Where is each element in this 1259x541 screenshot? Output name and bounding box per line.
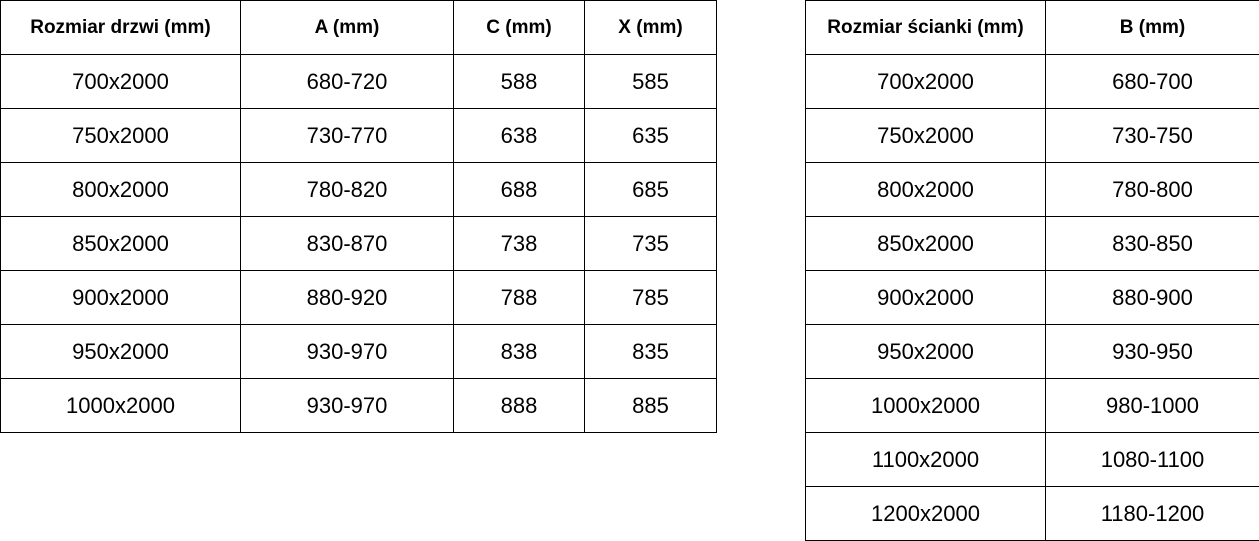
table-cell: 850x2000 [805, 216, 1046, 271]
table-cell: 750x2000 [0, 108, 241, 163]
table-cell: 780-800 [1045, 162, 1259, 217]
table-cell: 880-900 [1045, 270, 1259, 325]
table-row: 1000x2000 980-1000 [805, 378, 1259, 433]
wall-size-table: Rozmiar ścianki (mm) B (mm) 700x2000 680-70… [805, 0, 1259, 541]
door-size-table: Rozmiar drzwi (mm) A (mm) C (mm) X (mm) 700x… [0, 0, 717, 433]
table-cell: 888 [453, 378, 585, 433]
table-cell: 1100x2000 [805, 432, 1046, 487]
table-cell: 730-770 [240, 108, 454, 163]
table-row: 800x2000 780-820 688 685 [0, 162, 717, 217]
table-cell: 930-950 [1045, 324, 1259, 379]
table-row: 750x2000 730-750 [805, 108, 1259, 163]
table-cell: 950x2000 [0, 324, 241, 379]
table-cell: 638 [453, 108, 585, 163]
table-row: 950x2000 930-950 [805, 324, 1259, 379]
header-row: Rozmiar ścianki (mm) B (mm) [805, 0, 1259, 55]
table-cell: 780-820 [240, 162, 454, 217]
table-cell: 1000x2000 [0, 378, 241, 433]
table-cell: 635 [584, 108, 717, 163]
table-cell: 588 [453, 54, 585, 109]
table-cell: 880-920 [240, 270, 454, 325]
table-cell: 800x2000 [0, 162, 241, 217]
table-row: 1100x2000 1080-1100 [805, 432, 1259, 487]
table-row: 700x2000 680-700 [805, 54, 1259, 109]
table-cell: 850x2000 [0, 216, 241, 271]
table-cell: 685 [584, 162, 717, 217]
table-cell: 835 [584, 324, 717, 379]
column-header: Rozmiar ścianki (mm) [805, 0, 1046, 55]
table-cell: 1080-1100 [1045, 432, 1259, 487]
column-header: Rozmiar drzwi (mm) [0, 0, 241, 55]
table-row: 900x2000 880-920 788 785 [0, 270, 717, 325]
column-header: X (mm) [584, 0, 717, 55]
table-cell: 700x2000 [805, 54, 1046, 109]
table-cell: 738 [453, 216, 585, 271]
table-cell: 930-970 [240, 378, 454, 433]
column-header: C (mm) [453, 0, 585, 55]
table-cell: 680-720 [240, 54, 454, 109]
table-cell: 900x2000 [805, 270, 1046, 325]
table-row: 1200x2000 1180-1200 [805, 486, 1259, 541]
table-cell: 950x2000 [805, 324, 1046, 379]
table-row: 950x2000 930-970 838 835 [0, 324, 717, 379]
table-row: 850x2000 830-850 [805, 216, 1259, 271]
table-row: 800x2000 780-800 [805, 162, 1259, 217]
table-cell: 800x2000 [805, 162, 1046, 217]
table-cell: 980-1000 [1045, 378, 1259, 433]
table-cell: 830-870 [240, 216, 454, 271]
table-row: 750x2000 730-770 638 635 [0, 108, 717, 163]
table-cell: 1180-1200 [1045, 486, 1259, 541]
table-cell: 680-700 [1045, 54, 1259, 109]
table-cell: 885 [584, 378, 717, 433]
table-cell: 735 [584, 216, 717, 271]
table-cell: 830-850 [1045, 216, 1259, 271]
table-row: 850x2000 830-870 738 735 [0, 216, 717, 271]
table-cell: 1200x2000 [805, 486, 1046, 541]
table-cell: 930-970 [240, 324, 454, 379]
table-row: 900x2000 880-900 [805, 270, 1259, 325]
table-cell: 730-750 [1045, 108, 1259, 163]
table-cell: 585 [584, 54, 717, 109]
column-header: A (mm) [240, 0, 454, 55]
table-cell: 788 [453, 270, 585, 325]
header-row: Rozmiar drzwi (mm) A (mm) C (mm) X (mm) [0, 0, 717, 55]
table-row: 1000x2000 930-970 888 885 [0, 378, 717, 433]
table-cell: 838 [453, 324, 585, 379]
table-cell: 785 [584, 270, 717, 325]
table-cell: 700x2000 [0, 54, 241, 109]
table-cell: 750x2000 [805, 108, 1046, 163]
table-cell: 1000x2000 [805, 378, 1046, 433]
table-row: 700x2000 680-720 588 585 [0, 54, 717, 109]
table-cell: 900x2000 [0, 270, 241, 325]
column-header: B (mm) [1045, 0, 1259, 55]
table-cell: 688 [453, 162, 585, 217]
